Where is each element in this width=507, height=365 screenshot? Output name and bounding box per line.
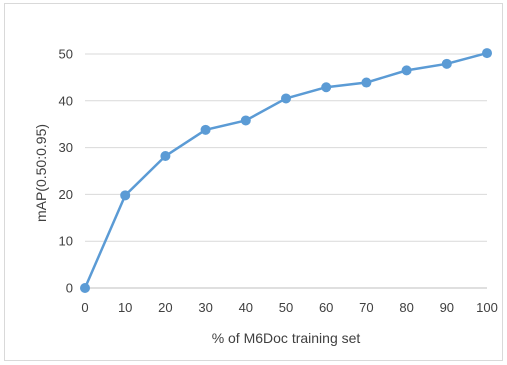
x-tick-label: 70 — [359, 300, 373, 315]
data-point — [120, 190, 131, 201]
x-tick-label: 10 — [118, 300, 132, 315]
data-point — [361, 77, 372, 88]
x-tick-label: 100 — [476, 300, 498, 315]
data-point — [321, 82, 332, 93]
x-tick-label: 20 — [158, 300, 172, 315]
x-tick-label: 80 — [399, 300, 413, 315]
y-axis-title: mAP(0.50:0.95) — [33, 124, 49, 222]
x-axis-tick-labels: 0 10 20 30 40 50 60 70 80 90 100 — [81, 300, 497, 315]
data-point — [160, 151, 171, 162]
y-axis-tick-labels: 0 10 20 30 40 50 — [59, 47, 73, 296]
x-axis-title: % of M6Doc training set — [212, 330, 361, 346]
y-tick-label: 40 — [59, 93, 73, 108]
y-tick-label: 10 — [59, 234, 73, 249]
x-tick-label: 60 — [319, 300, 333, 315]
x-tick-label: 40 — [239, 300, 253, 315]
y-tick-label: 30 — [59, 140, 73, 155]
x-tick-label: 90 — [440, 300, 454, 315]
data-point — [240, 115, 251, 126]
x-tick-label: 0 — [81, 300, 88, 315]
series-line — [83, 51, 489, 290]
y-tick-label: 0 — [66, 281, 73, 296]
data-point — [80, 283, 90, 293]
data-point — [200, 124, 211, 135]
data-point — [401, 65, 412, 76]
x-tick-label: 50 — [279, 300, 293, 315]
data-series — [80, 48, 492, 293]
gridlines — [85, 53, 487, 242]
data-point — [482, 48, 492, 59]
y-tick-label: 50 — [59, 47, 73, 62]
data-point — [281, 93, 291, 104]
data-point — [441, 58, 452, 69]
chart-frame — [4, 3, 503, 361]
x-tick-label: 30 — [198, 300, 212, 315]
y-tick-label: 20 — [59, 187, 73, 202]
